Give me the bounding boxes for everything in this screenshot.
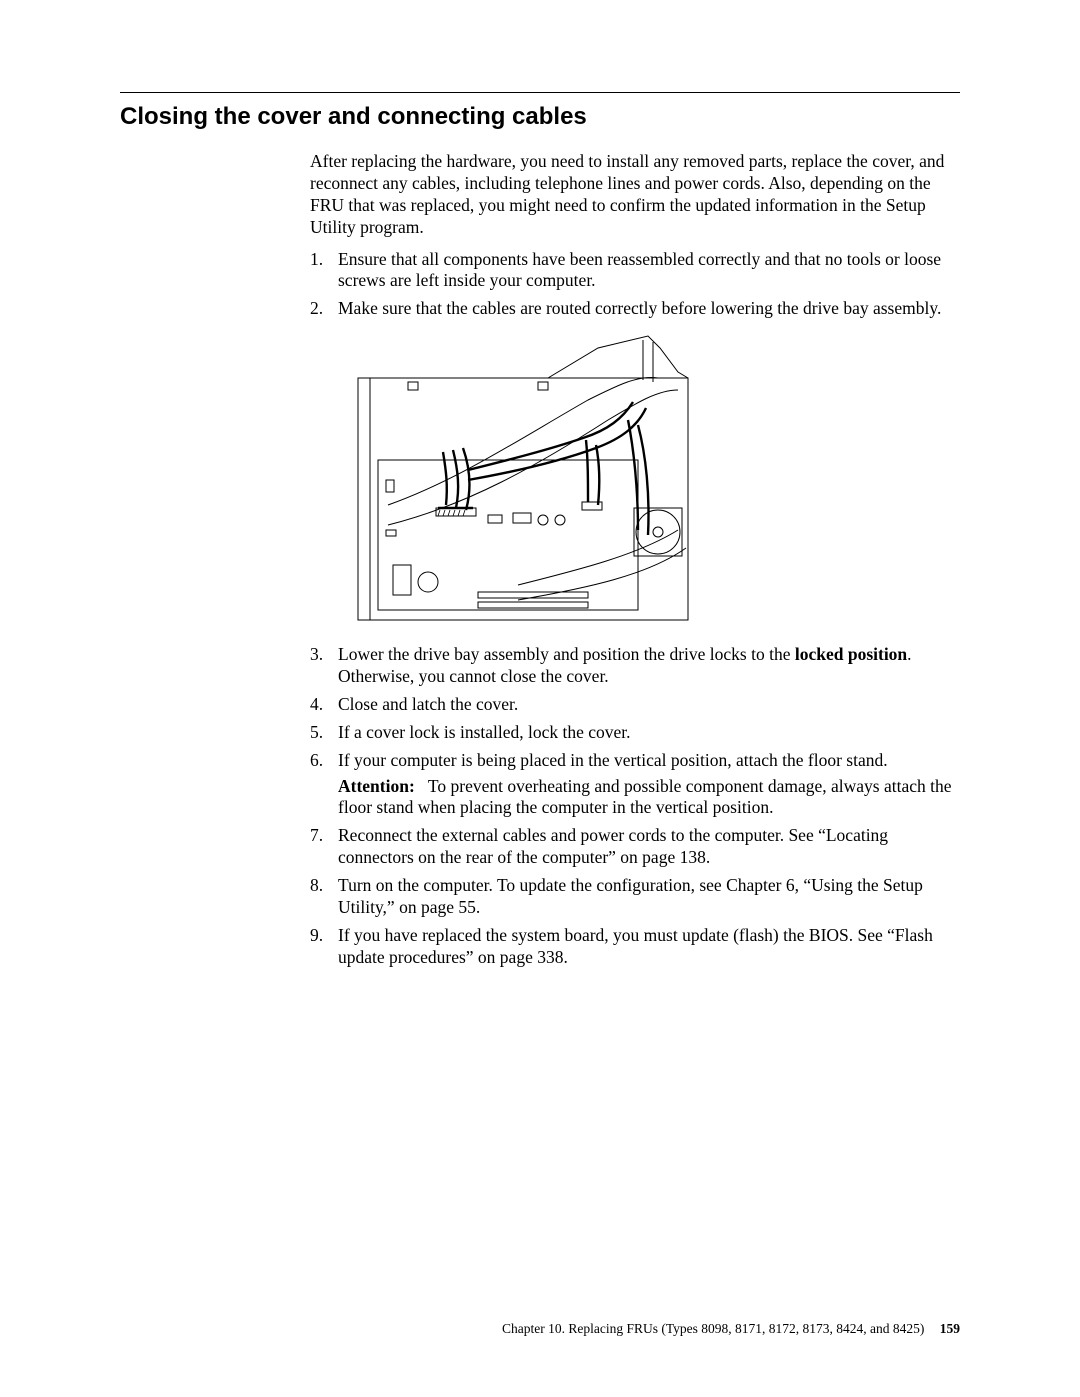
step-text: Reconnect the external cables and power … bbox=[338, 825, 888, 867]
step-4: Close and latch the cover. bbox=[310, 694, 960, 716]
step-1: Ensure that all components have been rea… bbox=[310, 249, 960, 293]
body-block: After replacing the hardware, you need t… bbox=[310, 151, 960, 969]
step-text: Turn on the computer. To update the conf… bbox=[338, 875, 923, 917]
section-rule bbox=[120, 92, 960, 93]
step-5: If a cover lock is installed, lock the c… bbox=[310, 722, 960, 744]
section-title: Closing the cover and connecting cables bbox=[120, 103, 960, 131]
footer-chapter: Chapter 10. Replacing FRUs (Types 8098, … bbox=[502, 1321, 924, 1336]
step-7: Reconnect the external cables and power … bbox=[310, 825, 960, 869]
attention-paragraph: Attention: To prevent overheating and po… bbox=[338, 776, 960, 820]
step-text: Ensure that all components have been rea… bbox=[338, 249, 941, 291]
step-text: If your computer is being placed in the … bbox=[338, 750, 888, 770]
step-2: Make sure that the cables are routed cor… bbox=[310, 298, 960, 630]
step-text: Make sure that the cables are routed cor… bbox=[338, 298, 941, 318]
step-9: If you have replaced the system board, y… bbox=[310, 925, 960, 969]
step-6: If your computer is being placed in the … bbox=[310, 750, 960, 820]
diagram-svg bbox=[338, 330, 718, 630]
attention-label: Attention: bbox=[338, 776, 415, 796]
page-footer: Chapter 10. Replacing FRUs (Types 8098, … bbox=[502, 1321, 960, 1337]
figure bbox=[338, 330, 960, 630]
intro-paragraph: After replacing the hardware, you need t… bbox=[310, 151, 960, 239]
steps-list: Ensure that all components have been rea… bbox=[310, 249, 960, 969]
step-text: Close and latch the cover. bbox=[338, 694, 518, 714]
step-text-bold: locked position bbox=[795, 644, 907, 664]
step-text: If you have replaced the system board, y… bbox=[338, 925, 933, 967]
step-8: Turn on the computer. To update the conf… bbox=[310, 875, 960, 919]
attention-text: To prevent overheating and possible comp… bbox=[338, 776, 952, 818]
step-3: Lower the drive bay assembly and positio… bbox=[310, 644, 960, 688]
footer-page-number: 159 bbox=[940, 1321, 960, 1336]
page: Closing the cover and connecting cables … bbox=[0, 0, 1080, 1397]
step-text-pre: Lower the drive bay assembly and positio… bbox=[338, 644, 795, 664]
step-text: If a cover lock is installed, lock the c… bbox=[338, 722, 631, 742]
